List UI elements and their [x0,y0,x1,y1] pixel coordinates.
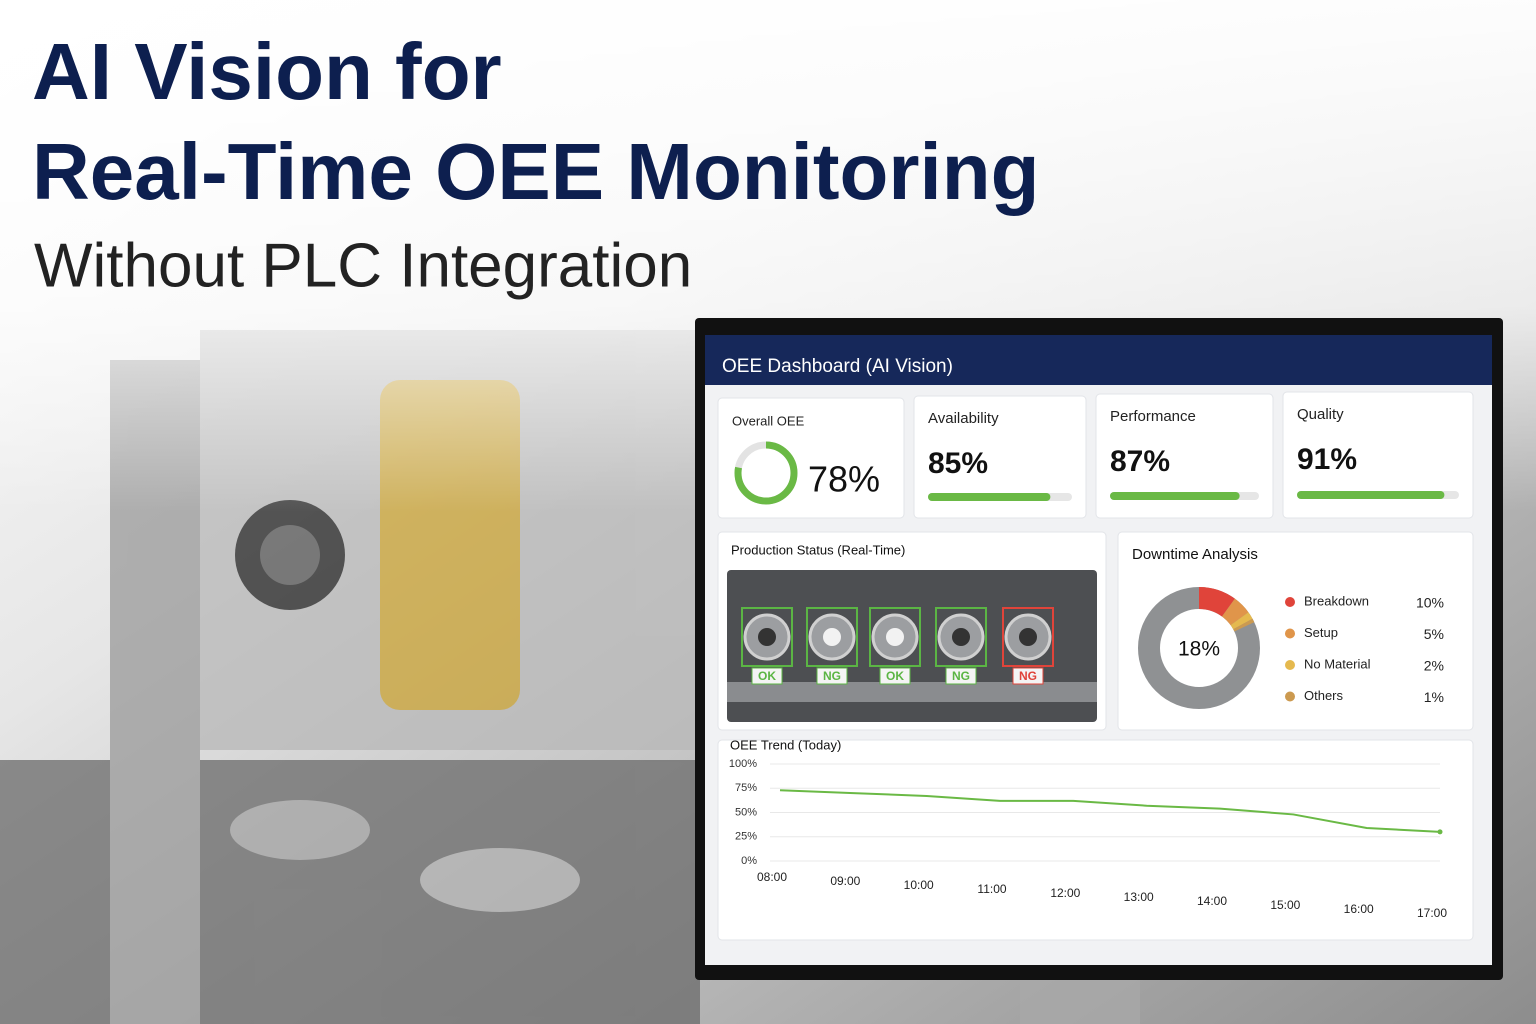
y-tick-label: 100% [729,758,757,770]
legend-value: 2% [1424,658,1444,674]
status-label: OK [886,669,904,683]
legend-value: 10% [1416,595,1444,611]
card [717,397,905,519]
y-tick-label: 25% [735,831,757,843]
legend-label: Breakdown [1304,593,1369,608]
x-tick-label: 14:00 [1197,894,1227,908]
x-tick-label: 12:00 [1050,886,1080,900]
legend-value: 5% [1424,626,1444,642]
status-label: NG [952,669,970,683]
x-tick-label: 08:00 [757,870,787,884]
donut-segment [1138,587,1260,709]
legend-label: No Material [1304,656,1371,671]
progress-bar [928,493,1051,501]
legend-dot [1285,691,1295,702]
kpi-value: 91% [1297,443,1357,476]
kpi-label: Quality [1297,406,1344,423]
trend-end-point [1437,829,1443,835]
x-tick-label: 17:00 [1417,906,1447,920]
card [913,395,1087,519]
panel-title: Production Status (Real-Time) [731,542,905,557]
legend-dot [1285,628,1295,639]
detection-box [1002,607,1054,667]
trend-line [779,789,1441,833]
conveyor-rail [727,682,1097,702]
status-label: NG [1019,669,1037,683]
kpi-label: Performance [1110,408,1196,425]
detection-box [741,607,793,667]
legend-label: Others [1304,688,1344,703]
title-line: AI Vision for [32,27,502,116]
y-tick-label: 50% [735,806,757,818]
x-tick-label: 13:00 [1124,890,1154,904]
title-line: Real-Time OEE Monitoring [32,127,1040,216]
status-label: NG [823,669,841,683]
x-tick-label: 10:00 [904,878,934,892]
detection-box [935,607,987,667]
x-tick-label: 11:00 [977,882,1006,896]
detection-box [806,607,858,667]
card [1095,393,1274,519]
card [1282,391,1474,519]
legend-label: Setup [1304,625,1338,640]
subtitle: Without PLC Integration [34,231,692,300]
status-tag [816,667,848,685]
kpi-label: Overall OEE [732,413,805,428]
panel-title: OEE Trend (Today) [730,737,841,752]
part-hole [823,628,841,646]
legend-value: 1% [1424,689,1444,705]
part-hole [758,628,776,646]
card [717,739,1474,941]
status-tag [1012,667,1044,685]
legend-dot [1285,597,1295,607]
kpi-value: 85% [928,447,988,480]
y-tick-label: 0% [741,855,757,867]
panel-title: Downtime Analysis [1132,546,1258,563]
kpi-value: 78% [808,459,880,500]
donut-center: 18% [1178,638,1220,661]
x-tick-label: 15:00 [1270,898,1300,912]
legend-dot [1285,660,1295,670]
kpi-label: Availability [928,410,999,427]
gauge-arc [734,441,798,505]
part-hole [1019,628,1037,646]
progress-bar [1110,492,1240,500]
status-tag [751,667,783,685]
detection-box [869,607,921,667]
part-hole [886,628,904,646]
x-tick-label: 09:00 [830,874,860,888]
status-tag [945,667,977,685]
dashboard-title: OEE Dashboard (AI Vision) [722,356,953,377]
status-tag [879,667,911,685]
part-hole [952,628,970,646]
status-label: OK [758,669,776,683]
y-tick-label: 75% [735,782,757,794]
kpi-value: 87% [1110,445,1170,478]
dashboard-header [705,335,1492,385]
x-tick-label: 16:00 [1344,902,1374,916]
card [1117,531,1474,731]
progress-bar [1297,491,1445,499]
